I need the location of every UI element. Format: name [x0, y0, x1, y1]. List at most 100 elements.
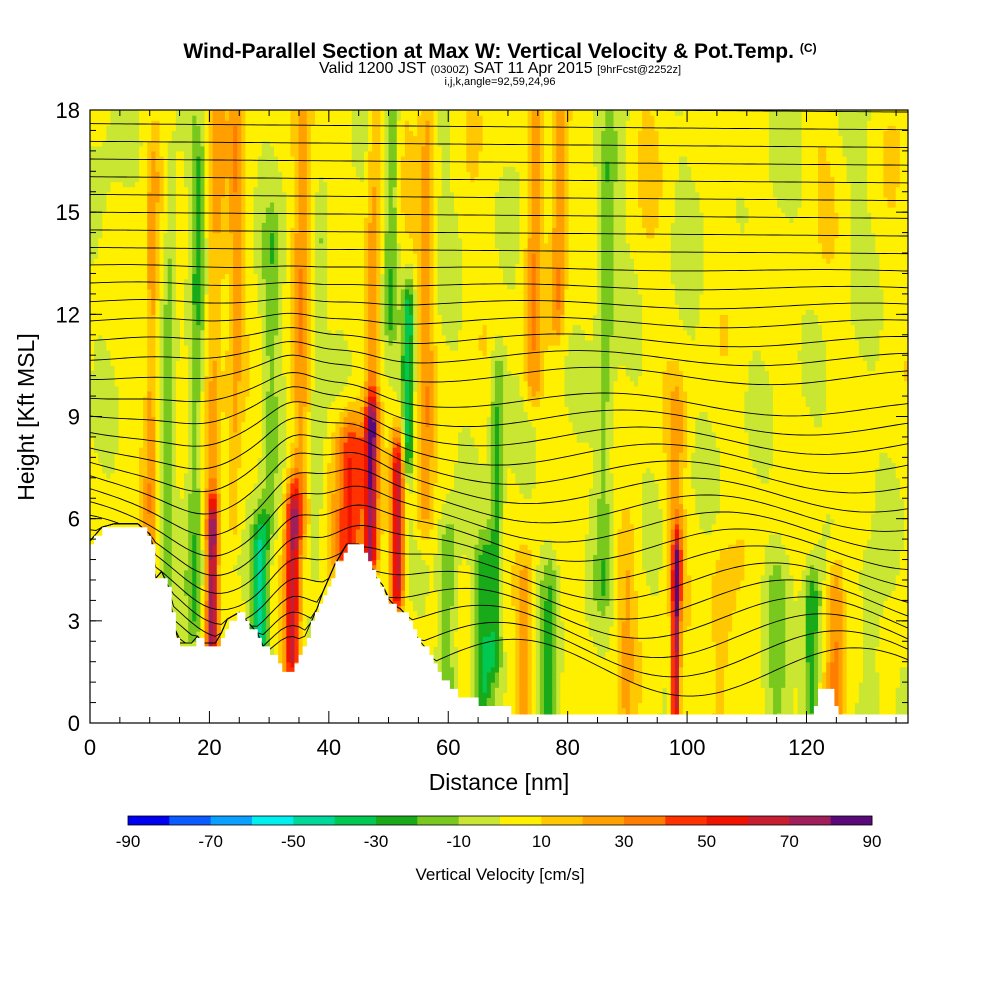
field-cell — [102, 304, 107, 310]
field-cell — [126, 406, 132, 412]
field-cell — [237, 416, 242, 423]
field-cell — [220, 365, 226, 372]
field-cell — [184, 472, 189, 479]
field-cell — [200, 436, 206, 443]
field-cell — [216, 217, 222, 223]
field-cell — [167, 533, 173, 540]
field-cell — [102, 181, 107, 188]
field-cell — [196, 579, 202, 586]
field-cell — [114, 324, 120, 331]
field-cell — [147, 196, 152, 203]
field-cell — [151, 171, 157, 178]
field-cell — [208, 299, 214, 305]
field-cell — [241, 247, 247, 254]
field-cell — [122, 508, 128, 515]
field-cell — [147, 293, 152, 300]
field-cell — [220, 488, 226, 494]
field-cell — [212, 482, 218, 489]
field-cell — [122, 477, 128, 484]
field-cell — [171, 401, 177, 407]
field-cell — [126, 390, 132, 397]
field-cell — [110, 171, 116, 178]
field-cell — [102, 457, 107, 464]
field-cell — [224, 390, 230, 397]
field-cell — [147, 319, 152, 326]
field-cell — [179, 426, 185, 433]
field-cell — [98, 201, 103, 208]
field-cell — [179, 155, 185, 162]
field-cell — [147, 212, 152, 218]
field-cell — [249, 406, 255, 412]
field-cell — [245, 171, 251, 178]
field-cell — [212, 217, 218, 223]
field-cell — [204, 207, 210, 213]
field-cell — [216, 365, 222, 372]
field-cell — [155, 528, 161, 535]
field-cell — [257, 554, 263, 561]
field-cell — [216, 268, 222, 275]
field-cell — [200, 528, 206, 535]
field-cell — [139, 339, 144, 346]
field-cell — [200, 130, 206, 137]
field-cell — [179, 513, 185, 520]
field-cell — [139, 462, 144, 469]
field-cell — [163, 554, 169, 561]
field-cell — [229, 600, 234, 607]
field-cell — [192, 452, 197, 458]
field-cell — [229, 212, 234, 218]
field-cell — [122, 237, 128, 244]
field-cell — [151, 431, 157, 438]
field-cell — [175, 631, 181, 637]
field-cell — [192, 436, 197, 443]
field-cell — [216, 145, 222, 152]
field-cell — [130, 493, 136, 499]
field-cell — [159, 406, 165, 412]
field-cell — [130, 462, 136, 469]
field-cell — [134, 344, 140, 351]
field-cell — [110, 380, 116, 387]
field-cell — [245, 263, 251, 269]
field-cell — [220, 513, 226, 520]
field-cell — [204, 283, 210, 290]
field-cell — [220, 396, 226, 402]
field-cell — [179, 237, 185, 244]
field-cell — [229, 508, 234, 515]
field-cell — [126, 155, 132, 162]
field-cell — [94, 110, 99, 116]
field-cell — [208, 600, 214, 607]
field-cell — [139, 166, 144, 172]
field-cell — [98, 324, 103, 331]
field-cell — [192, 278, 197, 285]
field-cell — [139, 288, 144, 295]
field-cell — [216, 288, 222, 295]
field-cell — [90, 329, 95, 336]
field-cell — [220, 263, 226, 269]
field-cell — [233, 314, 238, 321]
field-cell — [224, 130, 230, 137]
field-cell — [229, 452, 234, 458]
field-cell — [126, 140, 132, 147]
field-cell — [216, 329, 222, 336]
field-cell — [233, 513, 238, 520]
field-cell — [188, 196, 193, 203]
field-cell — [159, 247, 165, 254]
field-cell — [118, 498, 124, 504]
field-cell — [253, 278, 259, 285]
field-cell — [245, 355, 251, 361]
field-cell — [163, 196, 169, 203]
field-cell — [200, 442, 206, 448]
field-cell — [249, 488, 255, 494]
field-cell — [143, 176, 148, 183]
field-cell — [241, 375, 247, 382]
field-cell — [224, 528, 230, 535]
field-cell — [98, 232, 103, 239]
field-cell — [184, 207, 189, 213]
field-cell — [245, 334, 251, 341]
field-cell — [171, 196, 177, 203]
field-cell — [110, 523, 116, 530]
field-cell — [245, 375, 251, 382]
field-cell — [204, 385, 210, 392]
field-cell — [184, 125, 189, 132]
field-cell — [167, 288, 173, 295]
field-cell — [216, 140, 222, 147]
